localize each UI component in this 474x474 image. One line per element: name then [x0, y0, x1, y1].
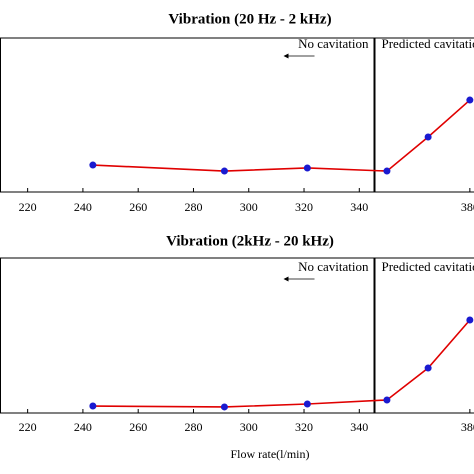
- data-point: [89, 402, 97, 410]
- x-tick-label: 280: [184, 420, 202, 434]
- data-point: [89, 161, 97, 169]
- data-point: [424, 133, 432, 141]
- data-point: [220, 167, 228, 175]
- plot-frame: [0, 37, 474, 193]
- data-point: [424, 364, 432, 372]
- x-tick-label: 260: [129, 200, 147, 214]
- x-tick-label: 220: [19, 200, 37, 214]
- x-tick-label: 340: [350, 200, 368, 214]
- x-tick-label: 320: [295, 420, 313, 434]
- arrow-head: [283, 53, 289, 59]
- x-tick-label: 340: [350, 420, 368, 434]
- data-point: [303, 400, 311, 408]
- data-point: [466, 316, 474, 324]
- data-line: [92, 319, 471, 408]
- x-tick-label: 380: [461, 200, 474, 214]
- data-line: [92, 99, 471, 172]
- x-tick-label: 240: [74, 200, 92, 214]
- x-tick-label: 380: [461, 420, 474, 434]
- x-tick-label: 280: [184, 200, 202, 214]
- plot-frame: [0, 257, 474, 414]
- x-tick-label: 300: [240, 420, 258, 434]
- data-point: [383, 167, 391, 175]
- x-tick-label: 240: [74, 420, 92, 434]
- data-point: [383, 396, 391, 404]
- x-tick-label: 320: [295, 200, 313, 214]
- x-tick-label: 260: [129, 420, 147, 434]
- x-axis-label: Flow rate(l/min): [231, 447, 310, 461]
- data-point: [466, 96, 474, 104]
- chart-title: Vibration (2kHz - 20 kHz): [166, 233, 334, 249]
- annotation: Predicted cavitation: [382, 36, 474, 51]
- data-point: [220, 403, 228, 411]
- x-tick-label: 300: [240, 200, 258, 214]
- annotation: No cavitation: [298, 259, 369, 274]
- chart-title: Vibration (20 Hz - 2 kHz): [168, 11, 331, 27]
- annotation: No cavitation: [298, 36, 369, 51]
- arrow-head: [283, 276, 289, 282]
- annotation: Predicted cavitation: [382, 259, 474, 274]
- x-tick-label: 220: [19, 420, 37, 434]
- data-point: [303, 164, 311, 172]
